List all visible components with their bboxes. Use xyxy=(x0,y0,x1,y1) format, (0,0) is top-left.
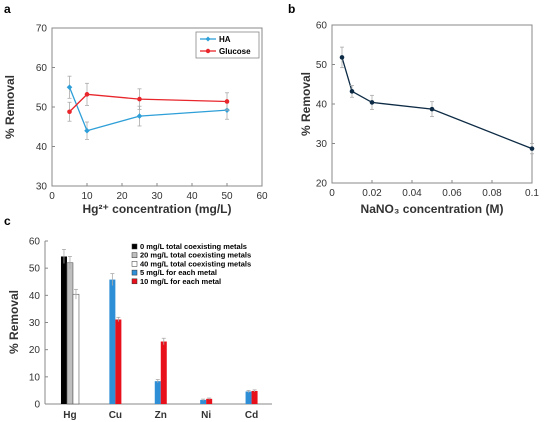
x-tick-label: 50 xyxy=(221,191,233,202)
x-tick-label: 10 xyxy=(81,191,93,202)
x-category-label: Hg xyxy=(63,410,76,421)
y-axis-title-c: % Removal xyxy=(7,290,21,354)
data-point xyxy=(369,100,375,105)
x-axis-title-a: Hg²⁺ concentration (mg/L) xyxy=(83,202,232,216)
y-tick-label: 10 xyxy=(29,372,41,383)
data-point xyxy=(67,109,72,115)
chart-panel-c: 0 10 20 30 40 50 60 Hg Cu Zn Ni Cd % Removal 0 mg/… xyxy=(7,237,272,421)
x-tick-label: 0.02 xyxy=(362,188,382,199)
data-point xyxy=(429,106,435,112)
series-line xyxy=(68,87,228,132)
y-tick-label: 30 xyxy=(36,182,48,193)
panel-label-c: c xyxy=(4,214,11,228)
legend-label: 40 mg/L total coexisting metals xyxy=(140,259,251,268)
legend-label: HA xyxy=(219,35,231,44)
bar xyxy=(245,391,252,404)
y-tick-label: 60 xyxy=(316,21,328,32)
bar xyxy=(200,399,207,404)
legend-label: Glucose xyxy=(219,47,251,56)
bar xyxy=(251,390,258,404)
legend-box-a xyxy=(195,31,260,59)
legend-label: 0 mg/L total coexisting metals xyxy=(140,242,247,251)
x-category-label: Zn xyxy=(155,410,167,421)
legend-swatch xyxy=(131,252,138,258)
y-tick-label: 0 xyxy=(34,400,40,411)
x-category-label: Cu xyxy=(109,410,122,421)
x-tick-label: 0.08 xyxy=(482,188,502,199)
legend-swatch xyxy=(131,278,138,285)
chart-panel-b: 0 0.02 0.04 0.06 0.08 0.1 20 30 40 50 60 NaNO₃ con… xyxy=(299,21,539,217)
data-point xyxy=(224,99,230,104)
x-tick-label: 60 xyxy=(256,191,268,202)
y-tick-label: 60 xyxy=(29,237,41,248)
legend-label: 20 mg/L total coexisting metals xyxy=(140,251,251,260)
legend-label: 5 mg/L for each metal xyxy=(140,268,217,277)
series-line xyxy=(69,93,228,113)
y-tick-label: 20 xyxy=(316,179,328,190)
y-axis-title-a: % Removal xyxy=(3,75,17,139)
legend-swatch xyxy=(131,269,138,276)
bar xyxy=(206,398,213,404)
data-point xyxy=(66,84,73,91)
data-point xyxy=(84,127,90,134)
x-tick-label: 0.1 xyxy=(525,188,539,199)
bar xyxy=(115,319,122,404)
data-point xyxy=(349,89,355,94)
y-tick-label: 50 xyxy=(29,264,41,275)
legend-marker xyxy=(205,48,211,54)
panel-label-a: a xyxy=(4,2,11,16)
x-tick-label: 0 xyxy=(329,188,335,199)
legend-a: HA Glucose xyxy=(195,31,260,59)
data-point xyxy=(136,113,143,119)
y-tick-label: 40 xyxy=(36,142,48,153)
x-category-label: Cd xyxy=(245,410,258,421)
x-category-label: Ni xyxy=(201,410,211,421)
x-tick-label: 30 xyxy=(151,191,163,202)
bar xyxy=(160,341,167,404)
bar xyxy=(66,262,74,405)
y-tick-label: 20 xyxy=(29,345,41,356)
x-axis-title-b: NaNO₃ concentration (M) xyxy=(361,202,504,216)
y-tick-label: 30 xyxy=(316,139,328,150)
x-tick-label: 0 xyxy=(49,191,55,202)
y-tick-label: 50 xyxy=(36,103,48,114)
y-tick-label: 50 xyxy=(316,60,328,71)
legend-swatch xyxy=(131,243,138,250)
x-tick-label: 20 xyxy=(116,191,128,202)
bar xyxy=(72,293,80,405)
y-tick-label: 40 xyxy=(316,100,328,111)
bar xyxy=(60,256,67,404)
x-tick-label: 40 xyxy=(186,191,198,202)
legend-swatch xyxy=(131,261,138,267)
data-point xyxy=(529,146,535,151)
x-tick-label: 0.04 xyxy=(402,188,422,199)
x-tick-label: 0.06 xyxy=(442,188,462,199)
data-point xyxy=(339,55,345,60)
y-tick-label: 40 xyxy=(29,291,41,302)
legend-label: 10 mg/L for each metal xyxy=(140,277,221,286)
chart-panel-a: 0 10 20 30 40 50 60 30 40 50 60 70 Hg²⁺ concentrati… xyxy=(3,24,268,217)
y-tick-label: 70 xyxy=(36,24,48,35)
legend-marker xyxy=(205,36,211,42)
data-point xyxy=(84,92,90,97)
bar xyxy=(109,279,116,404)
panel-label-b: b xyxy=(288,2,295,16)
y-axis-title-b: % Removal xyxy=(299,72,313,136)
y-tick-label: 30 xyxy=(29,318,41,329)
y-tick-label: 60 xyxy=(36,63,48,74)
bar xyxy=(154,381,161,404)
data-point xyxy=(137,96,142,102)
